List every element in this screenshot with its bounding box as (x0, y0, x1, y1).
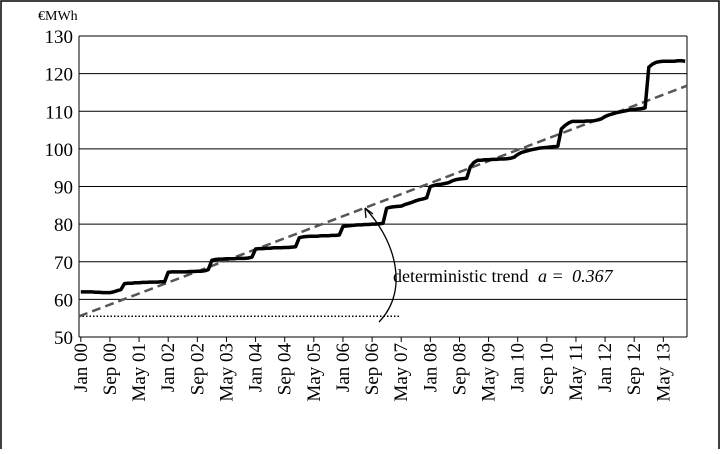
y-tick-label: 90 (54, 178, 73, 199)
y-tick-label: 70 (54, 253, 73, 274)
x-tick-label: May 05 (304, 343, 325, 402)
x-tick-label: Jan 10 (508, 343, 529, 392)
x-tick-label: Sep 04 (275, 343, 296, 396)
y-tick-label: 50 (54, 328, 73, 349)
annotation-slope: 0.367 (572, 266, 614, 286)
x-tick-label: Sep 08 (449, 343, 470, 395)
x-tick-label: Sep 10 (537, 343, 558, 395)
x-tick-label: Jan 00 (71, 343, 92, 392)
annotation-slope-label: a = (538, 266, 568, 286)
arc-arrow (364, 207, 397, 323)
arrow-head (364, 207, 374, 219)
x-tick-label: May 11 (566, 343, 587, 401)
annotation-text: deterministic trend (393, 266, 533, 286)
x-tick-label: Jan 04 (246, 343, 267, 393)
x-tick-label: May 13 (653, 343, 674, 402)
y-axis-label: €MWh (38, 9, 78, 24)
trend-line (78, 84, 688, 318)
x-tick-label: Sep 12 (624, 343, 645, 395)
x-tick-label: Sep 00 (100, 343, 121, 395)
series-line (80, 59, 686, 295)
annotation: deterministic trend a = 0.367 (393, 266, 614, 286)
x-tick-label: Sep 02 (187, 343, 208, 395)
x-tick-label: Jan 02 (158, 343, 179, 392)
x-tick-label: Sep 06 (362, 343, 383, 395)
y-tick-label: 110 (45, 102, 73, 123)
x-tick-label: May 03 (216, 343, 237, 402)
x-tick-label: Jan 12 (595, 343, 616, 392)
x-tick-label: Jan 08 (420, 343, 441, 392)
y-tick-label: 60 (54, 290, 73, 311)
x-tick-label: May 01 (129, 343, 150, 402)
y-tick-label: 130 (45, 27, 74, 48)
x-tick-label: Jan 06 (333, 343, 354, 392)
x-tick-label: May 09 (479, 343, 500, 402)
y-tick-label: 80 (54, 215, 73, 236)
y-tick-label: 100 (45, 140, 74, 161)
x-tick-label: May 07 (391, 343, 412, 402)
y-tick-label: 120 (45, 65, 74, 86)
